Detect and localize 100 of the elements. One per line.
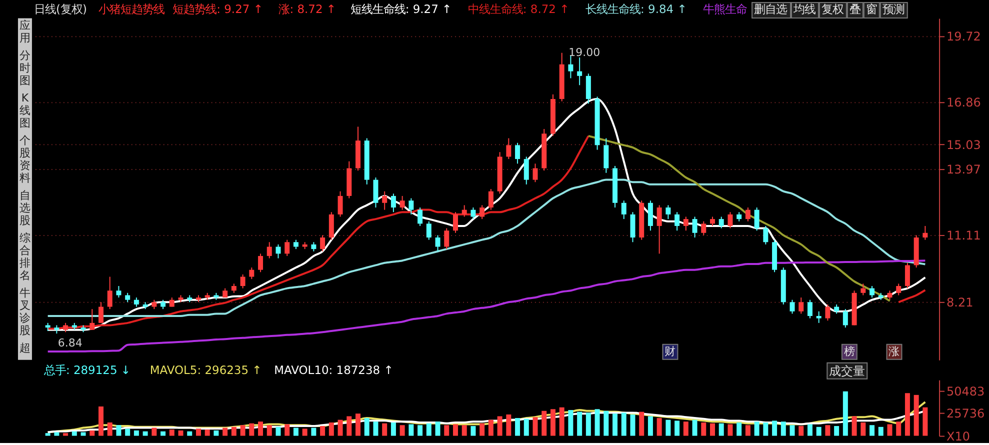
candlestick [125, 292, 130, 303]
bar [169, 430, 174, 436]
bar [426, 423, 432, 436]
candlestick [169, 297, 174, 308]
bar [470, 426, 476, 436]
text: 短线生命线: 9.27 ↑ [350, 2, 452, 16]
bar [364, 418, 370, 436]
text: 个股资料 [19, 134, 30, 185]
candlestick [621, 200, 626, 220]
bar [346, 416, 352, 436]
candlestick [418, 207, 423, 226]
text: K线图 [19, 92, 30, 130]
candlestick [745, 207, 750, 222]
candlestick [816, 310, 822, 324]
candlestick [692, 216, 698, 238]
candlestick [683, 216, 688, 232]
bar [231, 426, 236, 436]
candlestick [390, 193, 396, 213]
line-series [46, 98, 926, 331]
bar [373, 422, 378, 436]
candlestick [276, 244, 281, 259]
y-tick-label: 11.11 [946, 228, 981, 242]
candlestick [763, 225, 768, 245]
bar [621, 412, 626, 436]
text: 分时图 [19, 49, 30, 88]
bar [612, 414, 618, 436]
text: 复权 [821, 2, 844, 16]
candlestick [328, 212, 334, 240]
bar [90, 430, 95, 436]
bar [842, 391, 848, 436]
text: 长线生命线: 9.84 ↑ [586, 2, 687, 16]
bar [178, 430, 184, 436]
bar [860, 422, 866, 436]
bar [418, 425, 423, 436]
line-series [587, 134, 891, 302]
candlestick [98, 302, 104, 324]
candlestick [160, 299, 166, 310]
bar [72, 431, 77, 436]
bar [328, 422, 334, 436]
candlestick [577, 56, 582, 86]
bar [125, 428, 130, 436]
candlestick [630, 212, 636, 243]
bar [656, 418, 662, 436]
annotation: 涨 [888, 344, 900, 358]
bar [683, 422, 688, 436]
text: 小猪短趋势线 [98, 2, 165, 16]
bar [701, 422, 706, 436]
bar [444, 425, 450, 436]
bar [524, 418, 529, 436]
candlestick [656, 204, 662, 254]
text: 自选股 [19, 189, 30, 227]
candlestick [63, 322, 68, 333]
text: 预测 [882, 2, 904, 16]
candlestick [896, 283, 902, 296]
bar [240, 425, 246, 436]
y-tick-label: 15.03 [946, 138, 981, 152]
candlestick [648, 200, 653, 232]
bar [382, 423, 388, 436]
candlestick [701, 220, 706, 236]
bar [559, 407, 564, 436]
candlestick [480, 204, 485, 220]
bar [276, 426, 281, 436]
y-tick-label: 50483 [946, 384, 985, 398]
text: MAVOL5: 296235 ↑ [150, 362, 262, 377]
y-tick-label: 8.21 [946, 295, 974, 310]
annotation: 6.84 [58, 336, 82, 350]
candlestick [860, 283, 866, 296]
candlestick [240, 274, 246, 289]
bar [462, 425, 467, 436]
bar [825, 425, 830, 436]
bar [666, 420, 671, 436]
candlestick [532, 163, 538, 183]
candlestick [506, 138, 512, 160]
bar [160, 431, 166, 436]
candlestick [152, 299, 157, 310]
bar [54, 432, 60, 436]
candlestick [311, 242, 316, 252]
bar [542, 410, 547, 436]
bar [187, 431, 192, 436]
candlestick [666, 204, 671, 220]
candlestick [444, 228, 450, 250]
bar [577, 412, 582, 436]
bar [798, 426, 804, 436]
bar [497, 416, 502, 436]
bar [142, 431, 148, 436]
bar [258, 422, 264, 436]
bar [338, 420, 343, 436]
bar [718, 423, 724, 436]
bar [45, 433, 50, 436]
bar [745, 425, 750, 436]
candlestick [904, 262, 910, 289]
candlestick [718, 216, 724, 229]
bar [152, 428, 157, 436]
candlestick [400, 195, 405, 210]
bar [674, 420, 680, 436]
bar [586, 412, 591, 436]
bar [196, 428, 201, 436]
bar [204, 430, 210, 436]
bar [834, 426, 840, 436]
bar [639, 412, 644, 436]
